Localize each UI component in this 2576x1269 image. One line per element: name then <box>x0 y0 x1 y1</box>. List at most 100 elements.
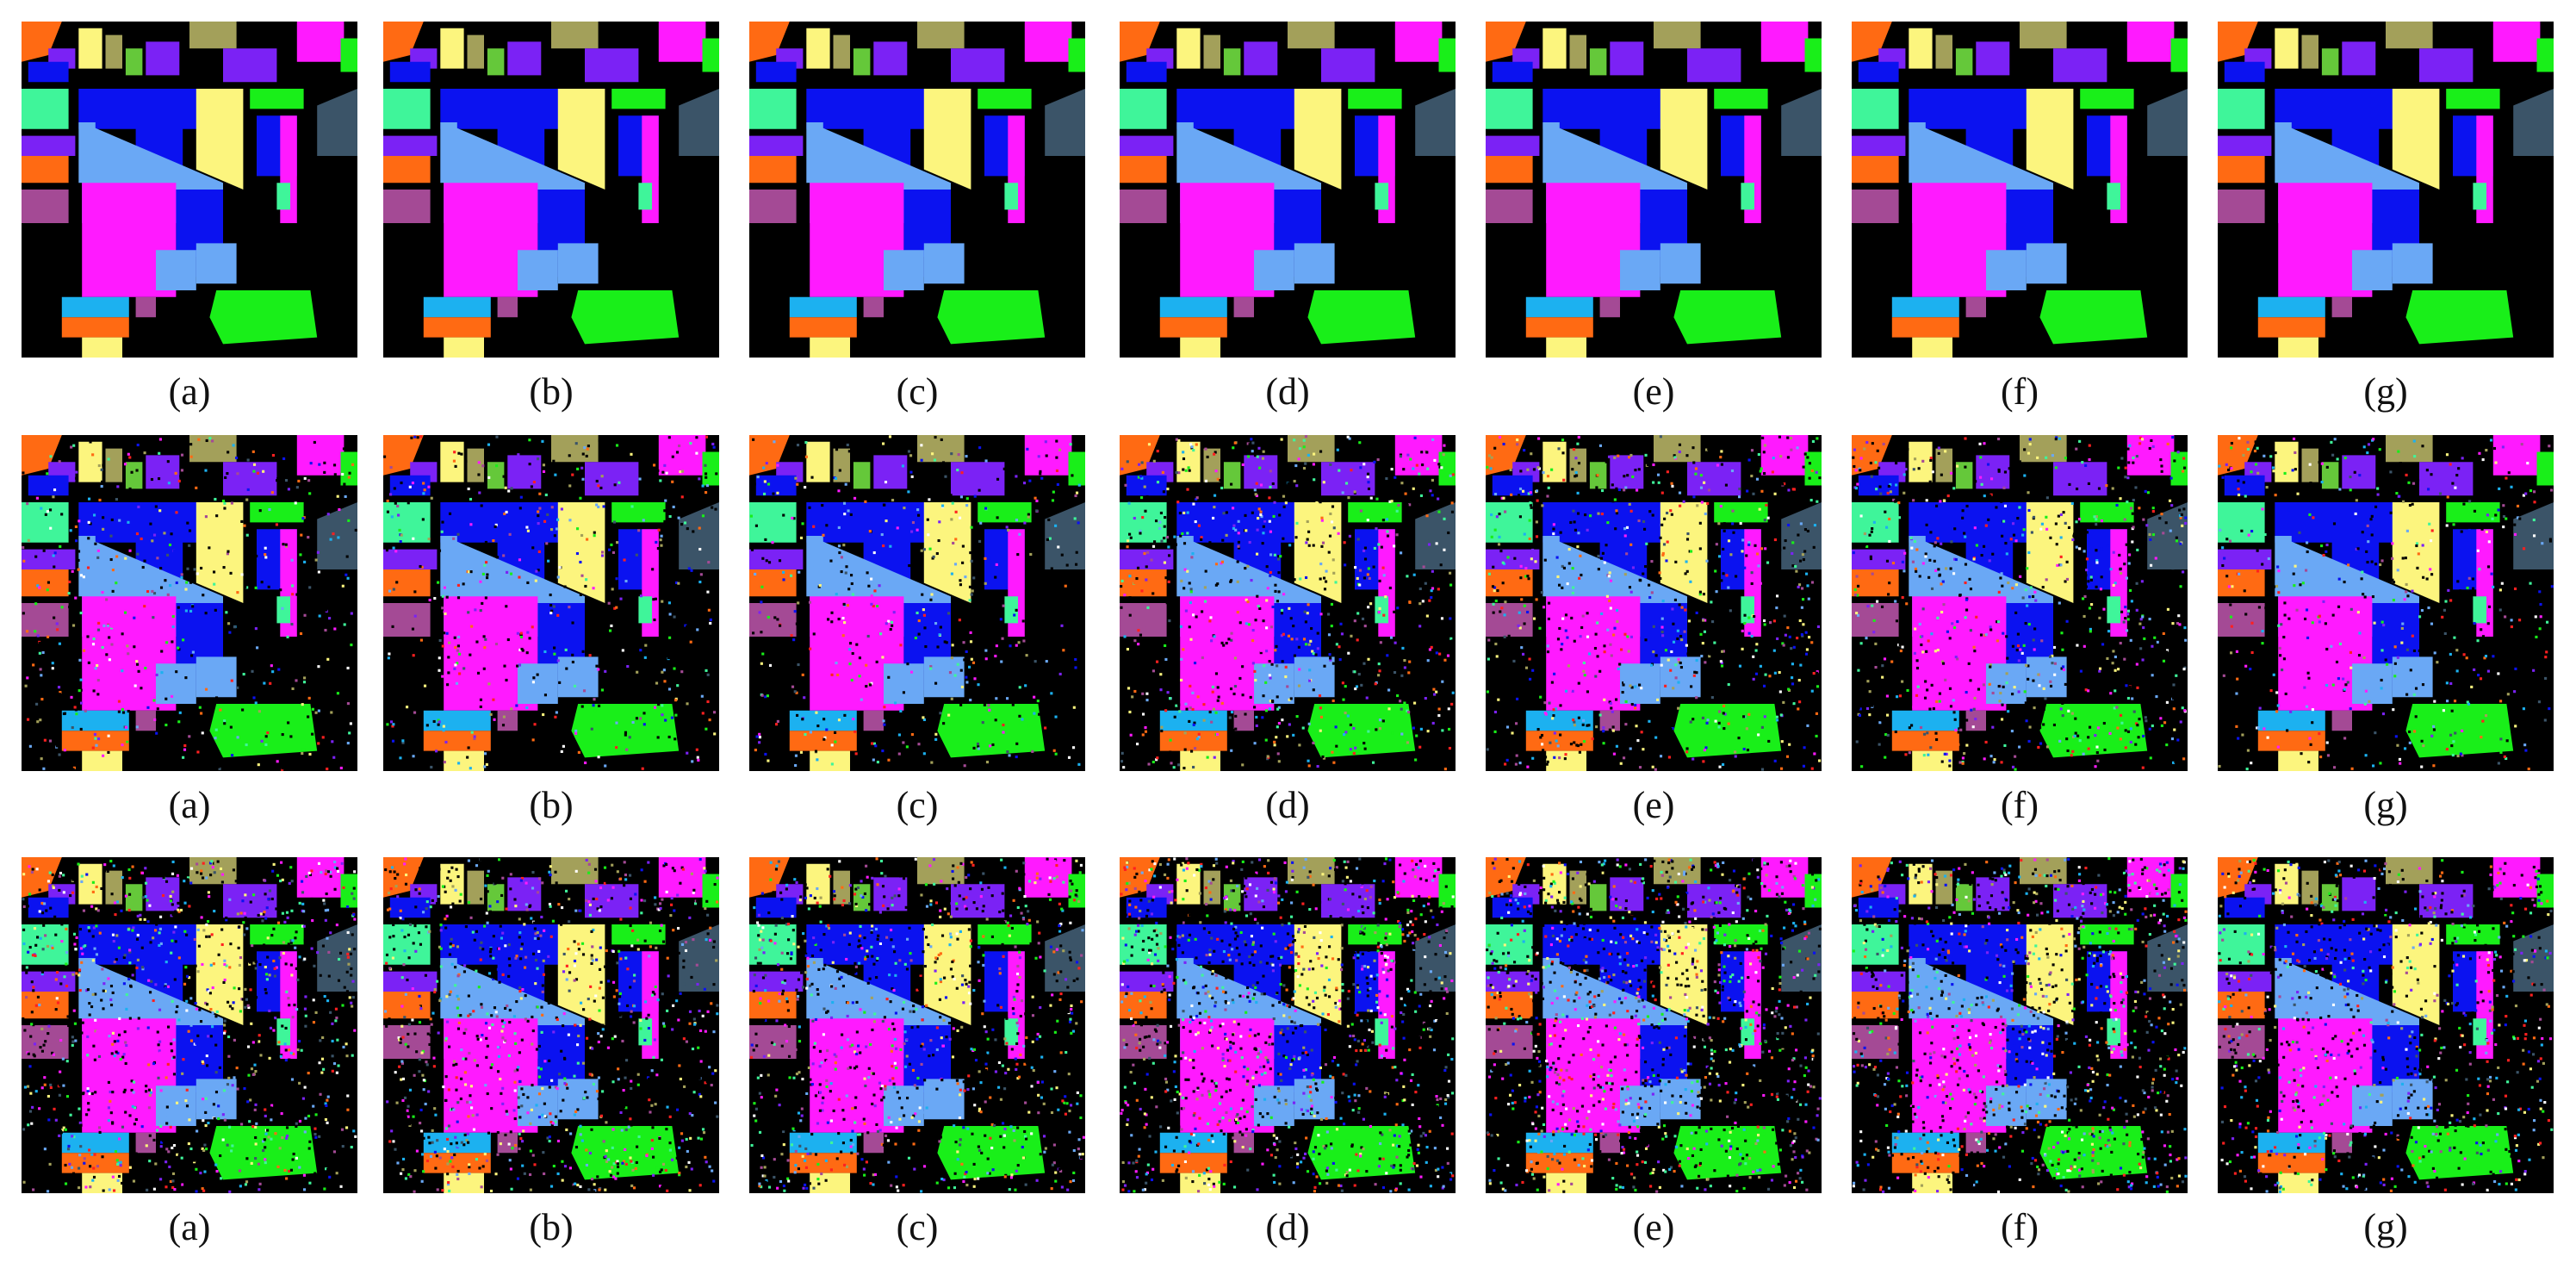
land-cover-region <box>1375 1018 1388 1046</box>
noise-pixels <box>383 435 719 770</box>
figure-panel: (b) <box>383 857 719 1253</box>
land-cover-region <box>806 441 830 482</box>
land-cover-region <box>1891 1132 1959 1154</box>
land-cover-region <box>2053 48 2107 83</box>
land-cover-region <box>189 22 237 49</box>
land-cover-region <box>28 897 69 918</box>
land-cover-region <box>156 663 196 704</box>
land-cover-region <box>1546 750 1586 771</box>
land-cover-region <box>2020 22 2067 49</box>
land-cover-region <box>2492 435 2541 476</box>
land-cover-region <box>1394 857 1443 898</box>
land-cover-region <box>497 296 518 318</box>
land-cover-region <box>2170 38 2188 72</box>
land-cover-region <box>1486 190 1533 223</box>
land-cover-region <box>2026 89 2074 190</box>
land-cover-region <box>146 41 180 76</box>
land-cover-region <box>1760 435 1809 476</box>
land-cover-region <box>1673 704 1782 758</box>
land-cover-region <box>507 877 542 911</box>
land-cover-region <box>1203 448 1220 482</box>
land-cover-region <box>755 61 797 83</box>
land-cover-region <box>2278 1173 2318 1193</box>
classification-map-svg <box>1852 857 2188 1193</box>
land-cover-region <box>2419 48 2474 83</box>
land-cover-region <box>78 863 102 905</box>
noise-pixels <box>2218 857 2554 1193</box>
land-cover-region <box>1660 502 1708 603</box>
land-cover-region <box>978 89 1032 109</box>
land-cover-region <box>1714 924 1768 945</box>
land-cover-region <box>1599 710 1620 731</box>
land-cover-region <box>810 337 850 358</box>
land-cover-region <box>296 857 345 898</box>
land-cover-region <box>658 857 706 898</box>
land-cover-region <box>884 1085 924 1126</box>
land-cover-region <box>440 28 464 69</box>
land-cover-region <box>571 1126 680 1180</box>
land-cover-region <box>1660 89 1708 190</box>
classification-map <box>22 22 357 358</box>
land-cover-region <box>1852 569 1899 597</box>
land-cover-region <box>1004 596 1018 624</box>
land-cover-region <box>135 710 156 731</box>
land-cover-region <box>2405 1126 2514 1180</box>
land-cover-region <box>196 89 244 190</box>
panel-caption: (c) <box>896 1206 939 1248</box>
land-cover-region <box>467 448 484 482</box>
land-cover-region <box>2492 857 2541 898</box>
land-cover-region <box>61 317 129 338</box>
land-cover-region <box>383 435 424 476</box>
land-cover-region <box>2342 41 2376 76</box>
land-cover-region <box>2257 296 2325 318</box>
land-cover-region <box>951 884 1005 918</box>
land-cover-region <box>2536 874 2554 908</box>
panel-caption: (d) <box>1265 784 1310 826</box>
land-cover-region <box>61 731 129 751</box>
land-cover-region <box>317 89 357 156</box>
land-cover-region <box>2301 870 2318 905</box>
land-cover-region <box>611 89 666 109</box>
land-cover-region <box>1438 38 1456 72</box>
land-cover-region <box>383 1025 431 1059</box>
land-cover-region <box>383 89 431 129</box>
land-cover-region <box>789 296 857 318</box>
land-cover-region <box>937 290 1046 345</box>
land-cover-region <box>2392 1079 2433 1120</box>
land-cover-region <box>1741 596 1754 624</box>
classification-map <box>749 435 1085 771</box>
land-cover-region <box>557 243 599 284</box>
land-cover-region <box>2446 924 2500 945</box>
land-cover-region <box>2342 877 2376 911</box>
land-cover-region <box>444 1018 538 1133</box>
noise-pixels <box>22 437 357 771</box>
land-cover-region <box>2218 190 2265 223</box>
panel-caption: (b) <box>529 370 574 413</box>
land-cover-region <box>1223 48 1241 76</box>
figure-panel: (c) <box>749 22 1085 418</box>
land-cover-region <box>1180 337 1220 358</box>
land-cover-region <box>2039 704 2148 758</box>
land-cover-region <box>22 190 69 223</box>
land-cover-region <box>1909 863 1933 905</box>
land-cover-region <box>487 462 505 489</box>
land-cover-region <box>1909 441 1933 482</box>
land-cover-region <box>2224 61 2265 83</box>
classification-map-svg <box>2218 22 2554 358</box>
classification-map-svg <box>1120 857 1456 1193</box>
land-cover-region <box>196 924 244 1025</box>
land-cover-region <box>1955 884 1973 911</box>
land-cover-region <box>22 89 69 129</box>
land-cover-region <box>22 603 69 637</box>
land-cover-region <box>223 48 277 83</box>
land-cover-region <box>749 190 797 223</box>
land-cover-region <box>518 663 558 704</box>
classification-map-svg <box>1486 22 1822 358</box>
land-cover-region <box>2536 38 2554 72</box>
land-cover-region <box>1714 89 1768 109</box>
land-cover-region <box>487 884 505 911</box>
land-cover-region <box>444 337 484 358</box>
land-cover-region <box>1159 710 1227 731</box>
land-cover-region <box>383 549 438 569</box>
land-cover-region <box>1976 455 2010 489</box>
